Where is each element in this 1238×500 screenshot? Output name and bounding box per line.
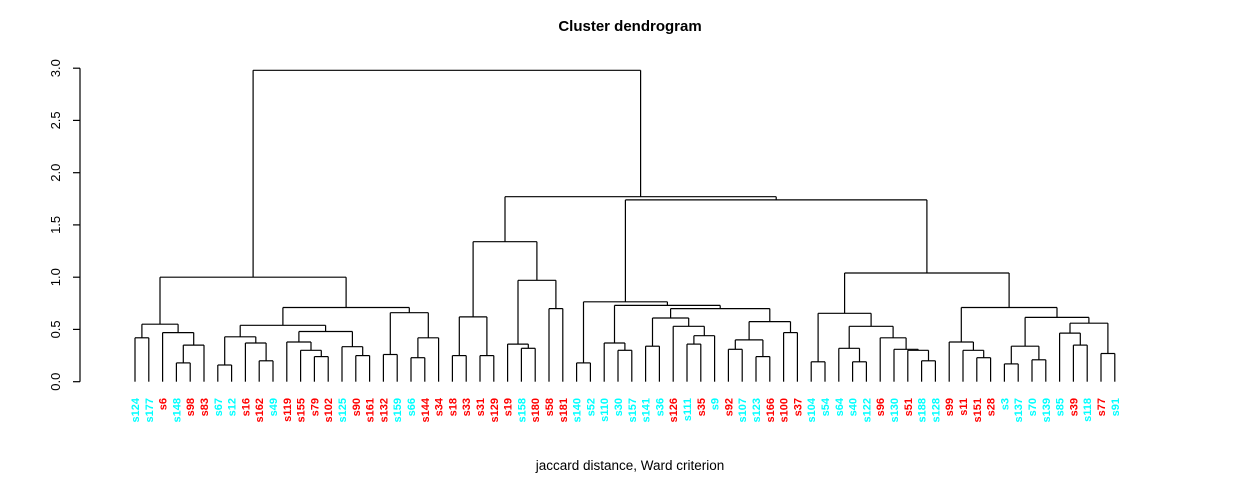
leaf-label: s28 (986, 398, 998, 416)
leaf-label: s66 (406, 398, 418, 416)
leaf-label: s188 (917, 398, 929, 422)
leaf-label: s132 (378, 398, 390, 422)
leaf-label: s122 (861, 398, 873, 422)
leaf-label: s12 (227, 398, 239, 416)
leaf-label: s79 (309, 398, 321, 416)
leaf-label: s92 (723, 398, 735, 416)
leaf-label: s126 (668, 398, 680, 422)
leaf-label: s139 (1041, 398, 1053, 422)
y-tick-label: 0.5 (48, 320, 63, 338)
leaf-label: s98 (185, 398, 197, 416)
leaf-label: s129 (489, 398, 501, 422)
leaf-label: s77 (1096, 398, 1108, 416)
leaf-label: s166 (765, 398, 777, 422)
leaf-label: s39 (1068, 398, 1080, 416)
leaf-label: s52 (585, 398, 597, 416)
leaf-label: s162 (254, 398, 266, 422)
leaf-label: s67 (213, 398, 225, 416)
leaf-label: s70 (1027, 398, 1039, 416)
y-tick-label: 1.0 (48, 268, 63, 286)
leaf-label: s49 (268, 398, 280, 416)
leaf-label: s6 (158, 398, 170, 410)
leaf-label: s180 (530, 398, 542, 422)
leaf-label: s123 (751, 398, 763, 422)
y-tick-label: 2.5 (48, 111, 63, 129)
leaf-label: s91 (1110, 398, 1122, 416)
y-tick-label: 1.5 (48, 216, 63, 234)
leaf-label: s158 (516, 398, 528, 422)
leaf-label: s54 (820, 397, 832, 416)
leaf-label: s19 (503, 398, 515, 416)
leaf-label: s83 (199, 398, 211, 416)
leaf-label: s85 (1055, 398, 1067, 416)
leaf-label: s36 (654, 398, 666, 416)
y-tick-label: 3.0 (48, 59, 63, 77)
leaf-label: s99 (944, 398, 956, 416)
leaf-label: s100 (779, 398, 791, 422)
leaf-label: s30 (613, 398, 625, 416)
leaf-label: s111 (682, 398, 694, 421)
leaf-label: s51 (903, 398, 915, 416)
y-tick-label: 2.0 (48, 164, 63, 182)
leaf-label: s11 (958, 398, 970, 416)
leaf-label: s181 (558, 398, 570, 422)
leaf-label: s157 (627, 398, 639, 422)
leaf-label: s119 (282, 398, 294, 422)
leaf-label: s130 (889, 398, 901, 422)
chart-title: Cluster dendrogram (558, 18, 702, 35)
leaf-label: s128 (930, 398, 942, 422)
leaf-label: s33 (461, 398, 473, 416)
leaf-label: s159 (392, 398, 404, 422)
leaf-label: s148 (171, 398, 183, 422)
leaf-label: s110 (599, 398, 611, 422)
leaf-label: s9 (710, 398, 722, 410)
leaf-label: s107 (737, 398, 749, 422)
x-axis-label: jaccard distance, Ward criterion (535, 458, 725, 473)
leaf-label: s3 (999, 398, 1011, 410)
leaf-label: s31 (475, 398, 487, 416)
leaf-label: s37 (792, 398, 804, 416)
leaf-label: s96 (875, 398, 887, 416)
leaf-label: s118 (1082, 398, 1094, 422)
leaf-label: s161 (365, 398, 377, 422)
leaf-label: s90 (351, 398, 363, 416)
leaf-label: s124 (130, 397, 142, 422)
leaf-label: s58 (544, 398, 556, 416)
leaf-label: s35 (696, 398, 708, 416)
leaf-label: s151 (972, 398, 984, 422)
leaf-label: s104 (806, 397, 818, 422)
leaf-label: s18 (447, 398, 459, 416)
leaf-label: s177 (144, 398, 156, 422)
leaf-label: s137 (1013, 398, 1025, 422)
leaf-label: s102 (323, 398, 335, 422)
y-tick-label: 0.0 (48, 373, 63, 391)
leaf-label: s125 (337, 398, 349, 422)
leaf-label: s64 (834, 397, 846, 416)
leaf-label: s16 (240, 398, 252, 416)
leaf-label: s40 (848, 398, 860, 416)
leaf-label: s144 (420, 397, 432, 422)
leaf-label: s34 (434, 397, 446, 416)
leaf-label: s155 (296, 398, 308, 422)
leaf-label: s140 (572, 398, 584, 422)
leaf-label: s141 (641, 398, 653, 422)
